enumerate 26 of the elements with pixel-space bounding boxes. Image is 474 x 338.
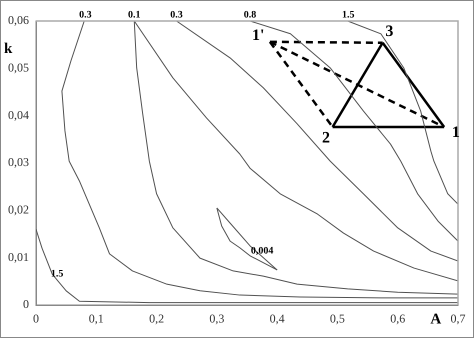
annotation: 3 — [385, 22, 394, 40]
y-tick-label: 0,02 — [8, 202, 29, 216]
y-tick-label: 0,06 — [8, 13, 29, 28]
y-tick-label: 0 — [23, 297, 29, 312]
y-tick-label: 0,03 — [8, 155, 29, 170]
x-tick-label: 0 — [33, 311, 39, 326]
annotation: 0.8 — [244, 10, 256, 21]
y-tick-label: 0,04 — [8, 108, 29, 122]
annotation: 1.5 — [342, 10, 355, 21]
x-tick-label: 0,7 — [450, 311, 466, 326]
annotation: 2 — [322, 129, 330, 146]
annotation: 1' — [252, 27, 264, 44]
y-tick-label: 0,01 — [8, 250, 29, 264]
x-axis-title: A — [430, 311, 442, 328]
annotation: 0.3 — [170, 10, 183, 21]
y-axis-title: k — [4, 40, 13, 57]
x-tick-label: 0,6 — [390, 311, 406, 326]
annotation: 0.3 — [79, 10, 92, 21]
annotation: 1 — [452, 124, 460, 141]
x-tick-label: 0,4 — [270, 311, 285, 326]
y-tick-label: 0,05 — [8, 60, 29, 74]
annotation: 0.1 — [128, 10, 141, 21]
x-tick-label: 0,1 — [88, 311, 104, 326]
x-tick-label: 0,2 — [149, 311, 164, 326]
x-tick-label: 0,3 — [209, 311, 224, 326]
x-tick-label: 0,5 — [330, 311, 345, 326]
